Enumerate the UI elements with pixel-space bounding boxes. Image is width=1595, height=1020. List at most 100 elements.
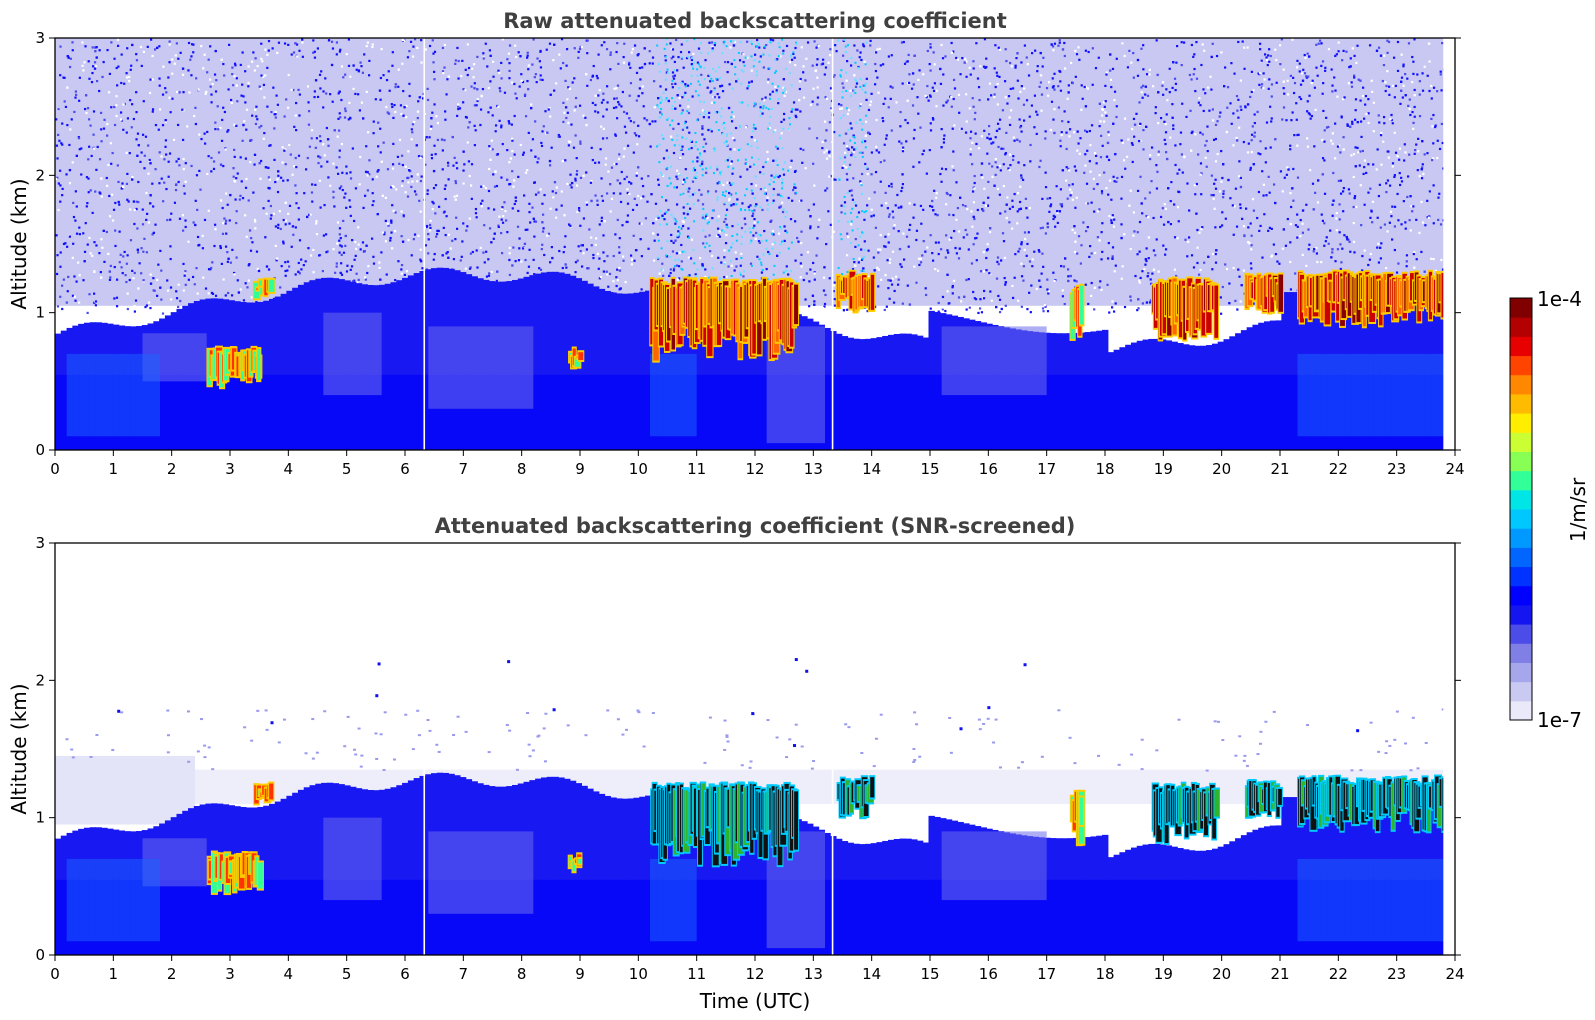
noise-speckle <box>1252 209 1255 212</box>
noise-speckle <box>1232 144 1235 147</box>
noise-speckle <box>135 59 139 62</box>
noise-speckle <box>751 214 754 218</box>
noise-speckle <box>1294 224 1298 227</box>
noise-speckle <box>853 44 856 47</box>
noise-speckle <box>159 286 162 289</box>
noise-speckle <box>700 73 703 76</box>
noise-speckle <box>931 205 934 208</box>
noise-speckle <box>951 284 954 288</box>
noise-speckle <box>943 308 946 311</box>
noise-speckle <box>690 146 693 150</box>
noise-speckle <box>1190 131 1193 135</box>
noise-speckle <box>462 182 465 185</box>
noise-speckle <box>594 94 597 97</box>
noise-speckle <box>392 142 395 146</box>
noise-speckle <box>476 98 479 101</box>
noise-speckle <box>921 153 924 156</box>
noise-speckle <box>433 144 436 147</box>
noise-speckle <box>1200 228 1203 231</box>
noise-speckle <box>962 236 965 239</box>
noise-speckle <box>92 110 96 113</box>
noise-speckle <box>1412 121 1415 125</box>
noise-speckle <box>454 62 457 65</box>
noise-speckle <box>716 182 719 185</box>
noise-speckle <box>716 92 719 96</box>
noise-speckle <box>323 154 326 157</box>
noise-speckle <box>1156 170 1159 173</box>
noise-speckle <box>1205 139 1208 143</box>
noise-speckle <box>790 159 793 162</box>
noise-speckle <box>1242 269 1245 272</box>
noise-speckle <box>1164 207 1168 210</box>
noise-speckle <box>929 307 932 310</box>
noise-speckle <box>518 247 521 250</box>
noise-speckle <box>520 73 523 76</box>
noise-speckle <box>1027 74 1031 77</box>
noise-speckle <box>196 208 199 211</box>
noise-speckle <box>297 206 300 210</box>
noise-speckle <box>131 103 134 106</box>
noise-speckle <box>466 43 469 46</box>
noise-speckle <box>107 91 111 94</box>
noise-speckle <box>410 138 413 141</box>
noise-speckle <box>419 248 422 251</box>
noise-speckle <box>1274 201 1277 205</box>
noise-speckle <box>66 290 69 293</box>
noise-speckle <box>1275 58 1278 62</box>
noise-speckle <box>1067 275 1070 278</box>
noise-speckle <box>929 204 932 208</box>
noise-speckle <box>1286 217 1289 221</box>
noise-speckle <box>1022 265 1025 268</box>
noise-speckle <box>276 103 279 106</box>
noise-speckle <box>1065 179 1068 182</box>
noise-speckle <box>730 62 733 66</box>
noise-speckle <box>830 107 833 110</box>
noise-speckle <box>812 162 815 165</box>
noise-speckle <box>1196 261 1199 265</box>
noise-speckle <box>904 118 907 122</box>
noise-speckle <box>1101 114 1104 117</box>
noise-speckle <box>672 269 675 272</box>
noise-speckle <box>1408 107 1411 111</box>
noise-speckle <box>319 156 322 159</box>
noise-speckle <box>1358 164 1361 167</box>
noise-speckle <box>540 248 543 251</box>
noise-speckle <box>1296 59 1299 62</box>
noise-speckle <box>1210 55 1213 59</box>
noise-speckle <box>567 223 571 226</box>
noise-speckle <box>1147 272 1150 275</box>
noise-speckle <box>864 307 867 311</box>
noise-speckle <box>298 93 301 96</box>
noise-speckle <box>124 274 127 277</box>
noise-speckle <box>206 130 209 134</box>
noise-speckle <box>149 306 152 310</box>
noise-speckle <box>1246 151 1250 154</box>
noise-speckle <box>247 264 250 267</box>
noise-speckle <box>1165 88 1168 91</box>
noise-speckle <box>1382 140 1385 143</box>
noise-speckle <box>929 69 932 72</box>
noise-speckle <box>1337 179 1340 183</box>
noise-speckle <box>1075 196 1078 199</box>
noise-speckle <box>1060 133 1063 137</box>
noise-speckle <box>1329 139 1333 142</box>
noise-speckle <box>1164 142 1167 146</box>
noise-speckle <box>493 232 496 235</box>
noise-speckle <box>1090 252 1093 255</box>
noise-speckle <box>624 131 628 134</box>
noise-speckle <box>1063 302 1066 306</box>
noise-speckle <box>75 154 78 158</box>
noise-speckle <box>234 64 237 67</box>
noise-speckle <box>562 251 565 254</box>
noise-speckle <box>969 148 972 151</box>
noise-speckle <box>319 206 322 209</box>
noise-speckle <box>559 67 562 70</box>
noise-speckle <box>619 182 622 185</box>
noise-speckle <box>671 71 675 74</box>
noise-speckle <box>1382 64 1386 67</box>
noise-speckle <box>622 61 626 64</box>
noise-speckle <box>413 233 417 236</box>
noise-speckle <box>726 70 729 74</box>
noise-speckle <box>158 77 161 80</box>
noise-speckle <box>1398 171 1401 175</box>
